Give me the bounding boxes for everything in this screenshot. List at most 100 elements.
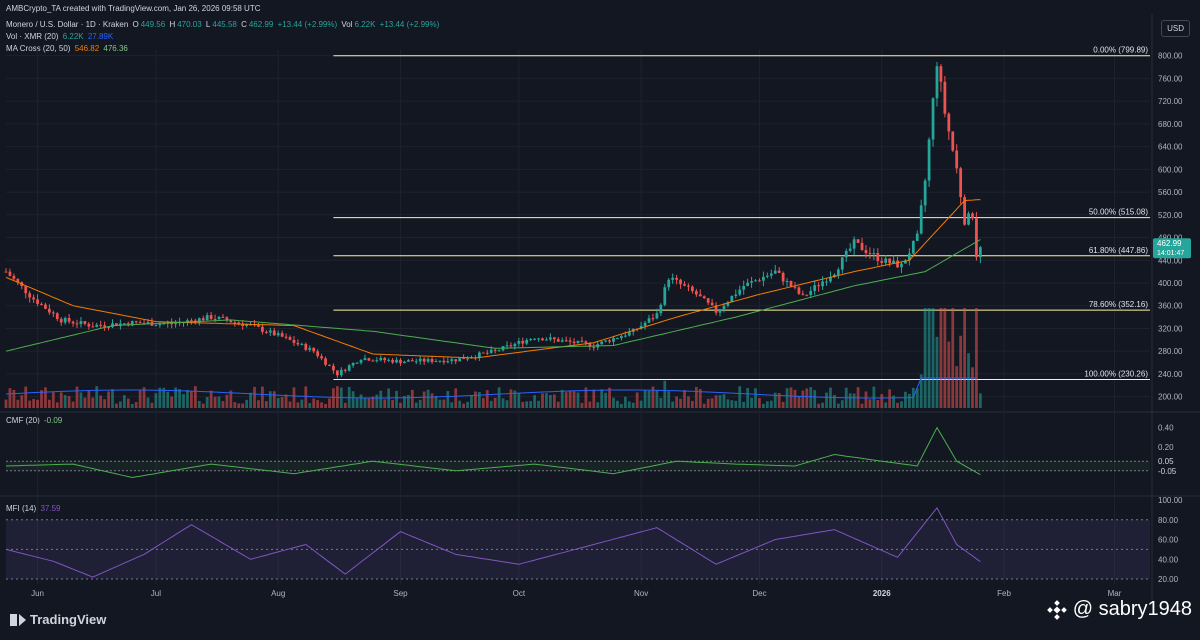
volume-bar <box>860 403 864 408</box>
ma-cross-legend[interactable]: MA Cross (20, 50) 546.82 476.36 <box>6 44 128 53</box>
volume-bar <box>667 391 671 408</box>
volume-bar <box>734 400 738 408</box>
mfi-tick-label: 100.00 <box>1158 496 1183 505</box>
candle-body <box>95 324 99 327</box>
volume-bar <box>872 386 876 408</box>
fib-level-label: 78.60% (352.16) <box>1089 300 1148 309</box>
volume-bar <box>95 386 99 408</box>
volume-bar <box>639 400 643 408</box>
cmf-band-label: -0.05 <box>1158 467 1177 476</box>
candle-body <box>387 359 391 361</box>
candle-body <box>55 313 59 320</box>
candle-body <box>691 286 694 292</box>
candle-body <box>754 280 757 282</box>
volume-bar <box>190 391 193 408</box>
price-tick-label: 320.00 <box>1158 324 1183 333</box>
candle-body <box>379 357 383 361</box>
candle-body <box>655 313 659 319</box>
volume-bar <box>320 402 323 408</box>
volume-bar <box>51 392 55 408</box>
volume-bar <box>174 387 178 408</box>
candle-body <box>750 281 753 283</box>
candle-body <box>59 319 63 323</box>
candle-body <box>355 362 359 364</box>
volume-bar <box>801 390 805 408</box>
cmf-legend[interactable]: CMF (20) -0.09 <box>6 416 63 425</box>
volume-bar <box>438 399 442 408</box>
volume-bar <box>103 399 107 408</box>
volume-bar <box>134 402 138 408</box>
symbol-legend[interactable]: Monero / U.S. Dollar · 1D · Kraken O 449.… <box>6 20 440 29</box>
candle-body <box>438 360 442 362</box>
volume-bar <box>785 388 789 408</box>
currency-selector[interactable]: USD <box>1161 20 1190 37</box>
volume-bar <box>245 399 249 408</box>
candle-body <box>943 81 947 114</box>
candle-body <box>623 335 627 337</box>
candle-body <box>119 323 122 326</box>
volume-bar <box>793 389 797 408</box>
last-price-tag <box>1153 238 1191 259</box>
volume-bar <box>178 389 181 408</box>
candle-body <box>284 336 288 338</box>
candle-body <box>927 139 931 181</box>
volume-bar <box>213 396 217 408</box>
volume-bar <box>521 401 525 408</box>
candle-body <box>174 323 178 325</box>
mfi-legend[interactable]: MFI (14) 37.59 <box>6 504 61 513</box>
candle-body <box>399 359 402 364</box>
volume-bar <box>852 393 856 408</box>
candle-body <box>556 339 560 342</box>
candle-body <box>347 365 351 371</box>
volume-bar <box>150 402 154 408</box>
tradingview-logo: TradingView <box>10 612 106 627</box>
volume-bar <box>880 394 884 408</box>
volume-bar <box>939 308 943 408</box>
candle-body <box>505 345 509 347</box>
candle-body <box>714 305 718 313</box>
volume-bar <box>549 394 552 408</box>
fib-level-label: 0.00% (799.89) <box>1093 46 1148 55</box>
volume-bar <box>738 386 742 408</box>
time-tick-label: Oct <box>513 589 526 598</box>
volume-bar <box>332 388 335 408</box>
candle-body <box>312 347 316 352</box>
candle-body <box>738 289 742 295</box>
candle-body <box>122 323 126 325</box>
candle-body <box>781 272 785 282</box>
cmf-tick-label: 0.20 <box>1158 443 1174 452</box>
volume-bar <box>233 402 237 408</box>
volume-bar <box>541 393 544 408</box>
volume-bar <box>809 387 813 408</box>
volume-bar <box>493 397 497 408</box>
candle-body <box>209 315 213 319</box>
candle-body <box>36 299 39 304</box>
volume-bar <box>24 386 28 408</box>
volume-bar <box>462 403 465 408</box>
volume-bar <box>59 392 63 408</box>
volume-bar <box>12 389 16 408</box>
volume-bar <box>556 401 560 408</box>
candle-body <box>896 260 899 268</box>
candle-body <box>395 359 398 363</box>
candle-body <box>746 282 750 286</box>
volume-ma-line <box>5 377 977 399</box>
volume-bar <box>604 392 607 408</box>
candle-body <box>588 342 592 347</box>
candle-body <box>241 323 245 326</box>
candle-body <box>205 315 209 321</box>
candle-body <box>785 280 789 282</box>
volume-bar <box>343 402 347 408</box>
volume-bar <box>840 400 844 408</box>
volume-legend[interactable]: Vol · XMR (20) 6.22K 27.89K <box>6 32 114 41</box>
volume-bar <box>115 403 118 408</box>
price-tick-label: 240.00 <box>1158 370 1183 379</box>
candle-body <box>186 320 189 323</box>
candle-body <box>931 98 935 140</box>
volume-bar <box>588 401 592 408</box>
candle-body <box>560 340 564 342</box>
volume-bar <box>836 403 840 408</box>
candle-body <box>63 318 67 323</box>
candle-body <box>481 352 485 354</box>
